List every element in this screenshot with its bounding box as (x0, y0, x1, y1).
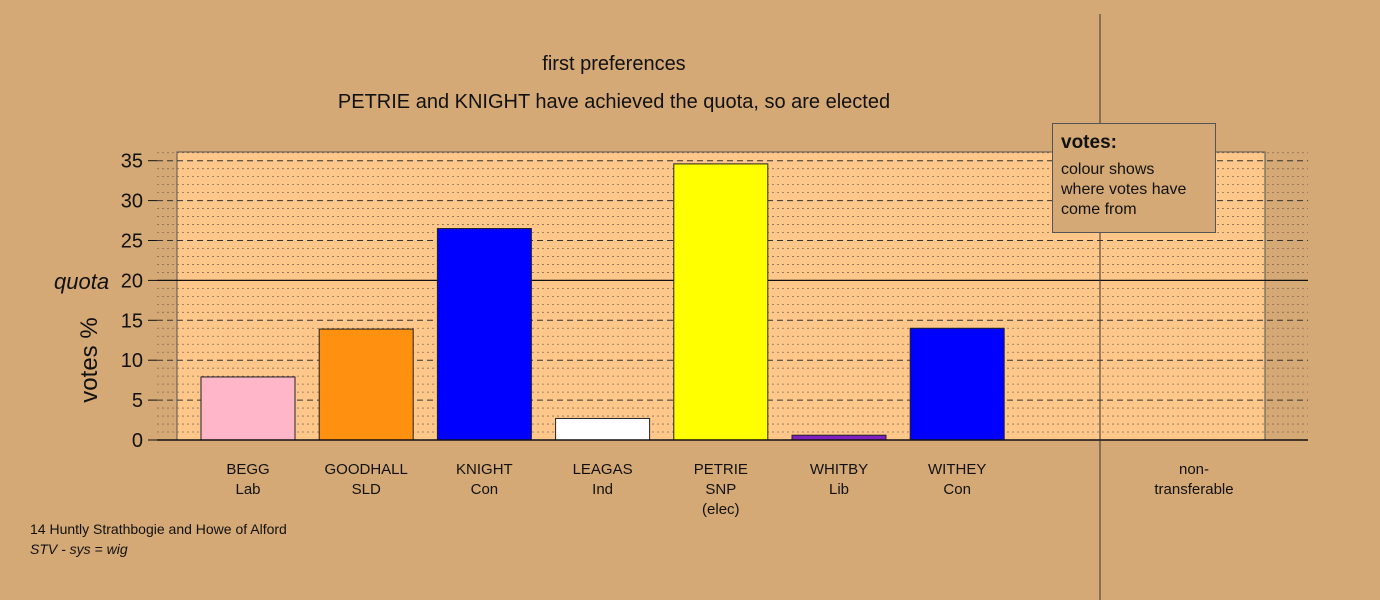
chart-title: first preferences (542, 53, 686, 75)
category-label-withey-line-2: Con (943, 481, 971, 498)
category-label-leagas: LEAGAS Ind (543, 460, 663, 500)
bar-leagas (555, 417, 651, 441)
y-axis-label: votes % (76, 317, 103, 403)
category-label-begg-line-2: Lab (235, 481, 261, 498)
category-label-petrie-line-3: (elec) (702, 501, 740, 518)
y-tick-label: 0 (132, 430, 143, 452)
y-tick-label: 20 (121, 270, 143, 292)
system-footer: STV - sys = wig (30, 541, 128, 557)
y-tick-label: 15 (121, 310, 143, 332)
category-label-knight: KNIGHT Con (424, 460, 544, 500)
bar-goodhall (318, 328, 414, 441)
category-label-goodhall-line-1: GOODHALL (324, 461, 408, 478)
category-label-nontransferable-line-2: transferable (1154, 481, 1234, 498)
legend-title: votes: (1061, 132, 1117, 153)
bar-begg (200, 376, 296, 441)
category-label-withey: WITHEY Con (897, 460, 1017, 500)
legend-box: votes: colour shows where votes have com… (1052, 123, 1216, 233)
bar-withey (909, 327, 1005, 441)
category-label-begg: BEGG Lab (188, 460, 308, 500)
chart-subtitle: PETRIE and KNIGHT have achieved the quot… (337, 91, 891, 113)
category-label-goodhall: GOODHALL SLD (306, 460, 426, 500)
category-label-withey-line-1: WITHEY (928, 461, 987, 478)
bar-knight (436, 228, 532, 441)
y-tick-label: 5 (132, 390, 143, 412)
category-label-leagas-line-2: Ind (592, 481, 614, 498)
category-label-whitby: WHITBY Lib (779, 460, 899, 500)
category-label-whitby-line-1: WHITBY (809, 461, 869, 478)
category-label-petrie-line-1: PETRIE (693, 461, 748, 478)
constituency-footer: 14 Huntly Strathbogie and Howe of Alford (30, 521, 287, 537)
y-tick-label: 35 (121, 151, 143, 173)
category-label-begg-line-1: BEGG (226, 461, 270, 478)
category-label-petrie-line-2: SNP (705, 481, 737, 498)
category-label-petrie: PETRIE SNP (elec) (661, 460, 781, 520)
y-tick-label: 25 (121, 231, 143, 253)
y-tick-label: 10 (121, 350, 143, 372)
category-label-leagas-line-1: LEAGAS (572, 461, 633, 478)
category-label-knight-line-1: KNIGHT (456, 461, 513, 478)
category-label-nontransferable-line-1: non- (1178, 461, 1210, 478)
category-label-knight-line-2: Con (470, 481, 499, 498)
legend-text: colour shows where votes have come from (1061, 161, 1187, 218)
category-label-whitby-line-2: Lib (828, 481, 850, 498)
quota-label: quota (54, 269, 110, 294)
category-label-nontransferable: non-transferable (1134, 460, 1254, 500)
y-tick-label: 30 (121, 191, 143, 213)
bar-petrie (673, 163, 769, 441)
category-label-goodhall-line-2: SLD (351, 481, 381, 498)
